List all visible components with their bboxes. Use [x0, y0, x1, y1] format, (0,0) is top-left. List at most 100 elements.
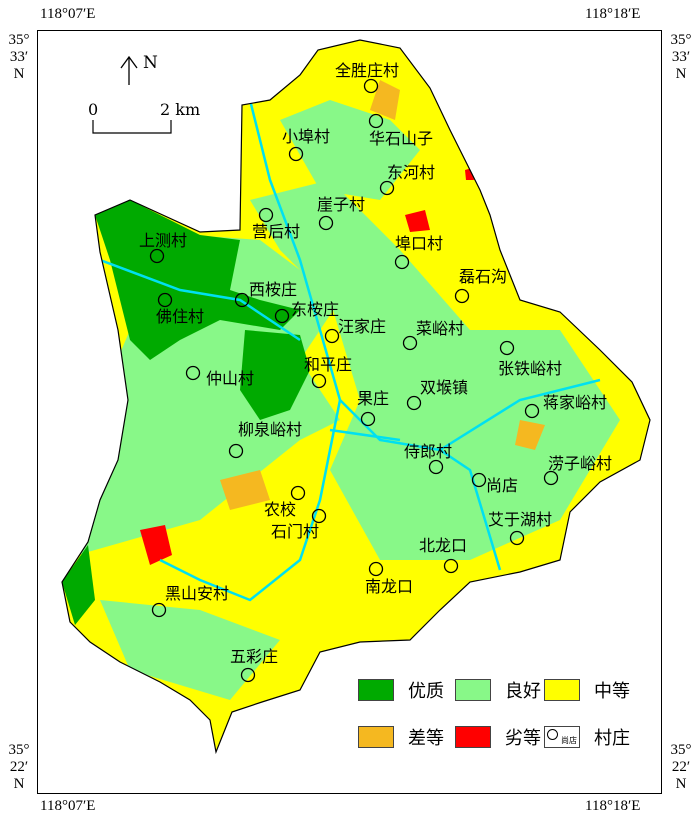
village-marker: 埠口村 [394, 234, 443, 270]
lon-label-top-left: 118°07′E [40, 6, 96, 22]
region-base-medium [62, 40, 650, 752]
village-circle-icon [228, 443, 244, 459]
village-label: 艾于湖村 [488, 510, 552, 529]
village-circle-icon [288, 146, 304, 162]
village-marker: 黑山安村 [151, 584, 229, 618]
lon-label-bottom-right: 118°18′E [585, 798, 641, 814]
village-label: 双堠镇 [420, 378, 468, 397]
legend-swatch [455, 726, 491, 748]
river [329, 428, 401, 442]
village-label: 崖子村 [317, 195, 365, 214]
village-circle-icon [402, 335, 418, 351]
quality-zone [370, 80, 400, 120]
village-circle-icon [406, 395, 422, 411]
village-marker: 张铁峪村 [498, 340, 562, 378]
village-marker: 崖子村 [317, 195, 365, 231]
village-marker: 侍郎村 [404, 442, 452, 475]
village-marker: 和平庄 [304, 355, 352, 389]
river [99, 258, 301, 342]
village-label: 汪家庄 [338, 317, 386, 336]
quality-zone [220, 470, 270, 510]
legend-label: 优质 [408, 681, 444, 702]
legend-label: 劣等 [505, 728, 541, 749]
quality-zone [515, 420, 545, 450]
village-label: 华石山子 [369, 129, 433, 148]
village-marker: 石门村 [271, 508, 327, 541]
quality-zone [100, 600, 280, 700]
village-circle-icon [324, 328, 340, 344]
village-marker: 东桉庄 [274, 300, 339, 324]
legend-swatch: 尚店 [544, 726, 580, 748]
village-label: 张铁峪村 [498, 359, 562, 378]
village-marker: 汪家庄 [324, 317, 386, 344]
village-marker: 双堠镇 [406, 378, 468, 411]
north-label: N [143, 53, 158, 73]
village-marker: 菜峪村 [402, 319, 464, 351]
legend-label: 良好 [505, 681, 541, 702]
village-circle-icon [379, 180, 395, 196]
village-label: 五彩庄 [230, 647, 278, 666]
village-label: 营后村 [252, 222, 300, 241]
village-circle-icon [318, 215, 334, 231]
quality-zone [405, 210, 430, 232]
village-marker: 五彩庄 [230, 647, 278, 683]
village-circle-icon [290, 485, 306, 501]
quality-zone [95, 200, 300, 360]
quality-zone [140, 525, 172, 565]
village-circle-icon [311, 508, 327, 524]
village-circle-icon [185, 365, 201, 381]
village-marker: 蒋家峪村 [524, 393, 607, 419]
village-circle-icon [471, 472, 487, 488]
scale-end: 2 km [160, 100, 200, 119]
legend-item: 优质 [358, 677, 444, 703]
village-marker: 北龙口 [419, 536, 467, 574]
village-label: 和平庄 [304, 355, 352, 374]
village-circle-icon [258, 207, 274, 223]
village-circle-icon [363, 78, 379, 94]
village-circle-icon [311, 373, 327, 389]
village-label: 小埠村 [282, 127, 330, 146]
north-arrow: N [120, 53, 158, 85]
river [159, 399, 342, 602]
village-label: 南龙口 [365, 577, 413, 596]
village-label: 农校 [264, 500, 296, 519]
scale-start: 0 [88, 100, 98, 119]
village-marker: 柳泉峪村 [228, 420, 302, 459]
village-label: 黑山安村 [165, 584, 229, 603]
legend-swatch [358, 726, 394, 748]
legend-swatch [358, 679, 394, 701]
quality-zone [250, 180, 620, 560]
region-outline [61, 39, 651, 755]
legend-label: 差等 [408, 728, 444, 749]
village-marker: 华石山子 [368, 113, 433, 148]
village-circle-icon [543, 470, 559, 486]
village-marker: 农校 [264, 485, 306, 519]
village-label: 东河村 [387, 163, 435, 182]
village-circle-icon [428, 459, 444, 475]
village-marker: 小埠村 [282, 127, 330, 162]
legend-item: 良好 [455, 677, 541, 703]
village-circle-icon [454, 288, 470, 304]
village-circle-icon [509, 530, 525, 546]
village-circle-icon [234, 292, 250, 308]
village-marker: 佛住村 [156, 292, 204, 326]
village-marker: 艾于湖村 [488, 510, 552, 546]
village-marker: 上测村 [139, 231, 187, 264]
legend-item: 劣等 [455, 724, 541, 750]
village-label: 东桉庄 [291, 300, 339, 319]
village-label: 仲山村 [206, 369, 254, 388]
village-marker: 全胜庄村 [335, 61, 399, 94]
village-circle-icon [368, 561, 384, 577]
lat-label-bottom-right: 35° 22′ N [670, 742, 692, 792]
village-circle-icon [157, 292, 173, 308]
village-label: 涝子峪村 [548, 454, 612, 473]
village-circle-icon [360, 411, 376, 427]
lon-label-bottom-left: 118°07′E [40, 798, 96, 814]
quality-zone [62, 545, 95, 625]
legend-label: 中等 [594, 681, 630, 702]
quality-zone [280, 100, 420, 200]
village-circle-icon [368, 113, 384, 129]
village-label: 柳泉峪村 [238, 420, 302, 439]
village-label: 北龙口 [419, 536, 467, 555]
